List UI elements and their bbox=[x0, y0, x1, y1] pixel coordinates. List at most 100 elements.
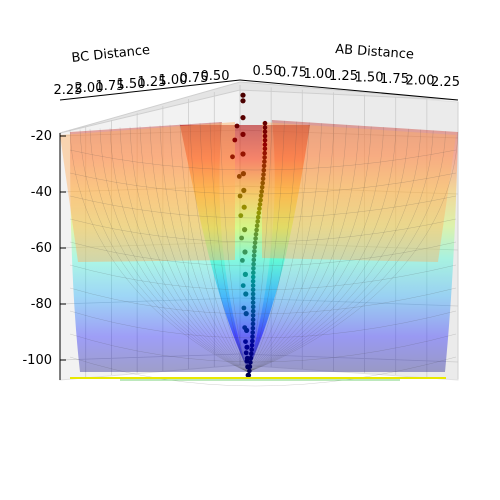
trajectory-point bbox=[243, 291, 249, 297]
trajectory-point bbox=[258, 197, 263, 203]
trajectory-point bbox=[259, 189, 265, 194]
trajectory-point bbox=[252, 240, 258, 246]
trajectory-point bbox=[251, 257, 257, 263]
trajectory-series bbox=[230, 92, 268, 378]
trajectory-point bbox=[251, 261, 256, 267]
y-tick-label: 0.75 bbox=[180, 71, 209, 86]
trajectory-point bbox=[249, 347, 254, 352]
trajectory-point bbox=[247, 368, 252, 374]
y-tick-label: 1.25 bbox=[138, 75, 167, 90]
trajectory-point bbox=[247, 364, 253, 370]
y-ticks: 2.252.001.751.501.251.000.750.50 bbox=[54, 69, 230, 98]
y-tick-label: 1.50 bbox=[117, 77, 146, 92]
trajectory-point bbox=[261, 163, 267, 169]
x-tick-label: 2.25 bbox=[431, 75, 460, 90]
trajectory-point bbox=[244, 344, 250, 350]
trajectory-point bbox=[261, 172, 266, 177]
trajectory-point bbox=[240, 283, 246, 288]
trajectory-point bbox=[250, 287, 256, 293]
y-tick-label: 0.50 bbox=[201, 69, 230, 84]
trajectory-point bbox=[260, 176, 266, 181]
trajectory-point bbox=[259, 185, 265, 190]
trajectory-point bbox=[246, 372, 252, 378]
trajectory-point bbox=[262, 120, 268, 126]
trajectory-point bbox=[252, 249, 257, 254]
trajectory-point bbox=[242, 249, 248, 255]
trajectory-point bbox=[236, 174, 242, 179]
trajectory-point bbox=[254, 227, 259, 233]
trajectory-point bbox=[250, 278, 256, 284]
trajectory-point bbox=[262, 146, 268, 152]
trajectory-point bbox=[262, 159, 267, 164]
trajectory-point bbox=[241, 204, 247, 210]
trajectory-point bbox=[262, 138, 268, 143]
trajectory-point bbox=[262, 150, 268, 156]
trajectory-point bbox=[257, 206, 262, 211]
trajectory-point bbox=[237, 193, 243, 199]
trajectory-point bbox=[250, 291, 256, 297]
trajectory-point bbox=[256, 210, 262, 216]
trajectory-point bbox=[240, 171, 246, 177]
trajectory-point bbox=[242, 325, 248, 330]
x-ticks: 0.500.751.001.251.501.752.002.25 bbox=[253, 64, 460, 90]
trajectory-point bbox=[249, 351, 254, 357]
trajectory-point bbox=[255, 219, 260, 224]
x-tick-label: 1.00 bbox=[304, 67, 333, 82]
trajectory-point bbox=[240, 115, 246, 121]
trajectory-point bbox=[250, 334, 255, 340]
trajectory-point bbox=[253, 232, 259, 237]
trajectory-point bbox=[254, 223, 260, 228]
y-tick-label: 2.00 bbox=[75, 81, 104, 96]
trajectory-point bbox=[255, 214, 261, 220]
surface-orange-shell-right bbox=[262, 122, 456, 262]
trajectory-point bbox=[240, 98, 246, 104]
trajectory-point bbox=[241, 305, 247, 311]
trajectory-point bbox=[241, 187, 247, 193]
x-tick-label: 1.25 bbox=[329, 69, 358, 84]
trajectory-point bbox=[253, 236, 258, 241]
trajectory-point bbox=[243, 350, 249, 356]
trajectory-point bbox=[240, 258, 245, 263]
surface-orange-shell bbox=[60, 122, 235, 262]
trajectory-point bbox=[240, 151, 246, 157]
trajectory-point bbox=[262, 142, 268, 147]
trajectory-point bbox=[238, 213, 244, 219]
trajectory-point bbox=[250, 313, 256, 318]
trajectory-point bbox=[248, 355, 254, 361]
trajectory-point bbox=[250, 274, 256, 280]
surface-right-wall bbox=[248, 120, 458, 372]
y-tick-label: 1.00 bbox=[159, 73, 188, 88]
trajectory-point bbox=[257, 202, 263, 207]
trajectory-point bbox=[240, 92, 246, 98]
z-tick-label: -40 bbox=[31, 185, 52, 200]
x-tick-label: 0.75 bbox=[278, 66, 307, 81]
trajectory-point bbox=[250, 321, 256, 327]
trajectory-point bbox=[250, 300, 256, 305]
trajectory-point bbox=[262, 125, 268, 130]
z-tick-label: -80 bbox=[31, 297, 52, 312]
trajectory-point bbox=[261, 167, 267, 173]
trajectory-point bbox=[262, 155, 267, 160]
trajectory-point bbox=[250, 325, 256, 331]
trajectory-point bbox=[243, 311, 249, 317]
trajectory-point bbox=[258, 193, 264, 199]
x-tick-label: 1.75 bbox=[380, 72, 409, 87]
z-ticks: -20 -40 -60 -80 -100 bbox=[22, 129, 66, 368]
trajectory-point bbox=[249, 343, 255, 348]
trajectory-point bbox=[234, 123, 240, 129]
surface-valley bbox=[180, 125, 310, 370]
trajectory-point bbox=[252, 244, 257, 250]
trajectory-point bbox=[230, 154, 235, 160]
trajectory-point bbox=[250, 296, 256, 301]
surface-mesh bbox=[69, 119, 459, 387]
trajectory-point bbox=[239, 235, 245, 241]
x-axis-label: AB Distance bbox=[335, 42, 415, 62]
trajectory-point bbox=[250, 308, 256, 314]
trajectory-point bbox=[262, 129, 268, 134]
trajectory-point bbox=[251, 253, 257, 258]
trajectory-point bbox=[251, 270, 256, 276]
z-tick-label: -60 bbox=[31, 241, 52, 256]
trajectory-point bbox=[251, 266, 256, 271]
